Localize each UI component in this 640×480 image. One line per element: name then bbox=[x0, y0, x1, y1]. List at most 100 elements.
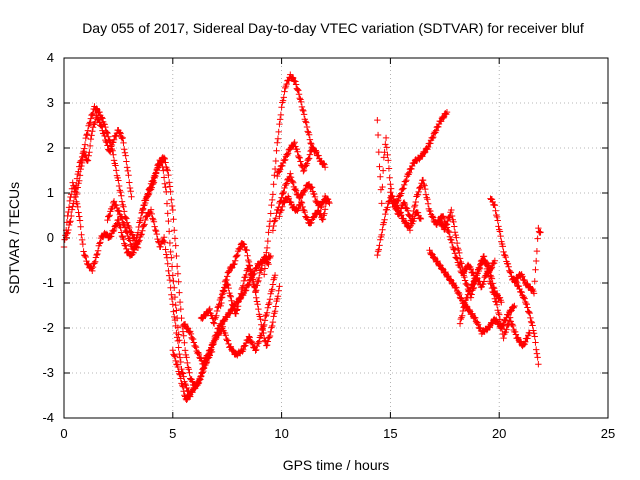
data-point bbox=[534, 354, 541, 361]
data-point bbox=[455, 246, 462, 254]
data-point bbox=[171, 227, 178, 234]
data-point bbox=[118, 198, 126, 205]
series-track-t bbox=[487, 195, 542, 368]
data-point bbox=[105, 213, 113, 220]
data-point bbox=[374, 251, 381, 259]
data-point bbox=[93, 105, 100, 112]
data-point bbox=[253, 265, 260, 272]
data-point bbox=[79, 240, 87, 248]
data-point bbox=[424, 196, 431, 203]
data-point bbox=[122, 214, 129, 221]
data-point bbox=[448, 206, 455, 214]
data-point bbox=[260, 329, 267, 337]
data-point bbox=[292, 78, 299, 85]
data-point bbox=[453, 239, 461, 247]
data-point bbox=[387, 181, 394, 188]
data-point bbox=[515, 282, 522, 290]
data-point bbox=[66, 219, 74, 226]
data-point bbox=[374, 248, 382, 255]
data-point bbox=[151, 223, 158, 230]
data-point bbox=[459, 264, 466, 271]
data-point bbox=[273, 147, 280, 154]
data-point bbox=[74, 203, 81, 211]
data-point bbox=[430, 255, 438, 262]
data-point bbox=[377, 173, 384, 180]
data-point bbox=[451, 250, 459, 257]
data-point bbox=[171, 353, 179, 360]
data-point bbox=[429, 134, 436, 142]
data-point bbox=[281, 88, 288, 95]
data-point bbox=[424, 143, 432, 151]
data-point bbox=[311, 190, 318, 198]
data-point bbox=[530, 330, 538, 337]
data-point bbox=[107, 233, 115, 240]
data-point bbox=[171, 316, 179, 324]
data-point bbox=[390, 195, 397, 203]
data-point bbox=[504, 260, 512, 268]
data-point bbox=[442, 110, 449, 117]
data-point bbox=[172, 301, 179, 309]
data-point bbox=[165, 217, 172, 225]
data-point bbox=[298, 103, 306, 111]
data-point bbox=[306, 136, 314, 143]
data-point bbox=[443, 108, 451, 116]
data-point bbox=[271, 308, 279, 315]
data-point bbox=[150, 173, 158, 181]
data-point bbox=[304, 128, 311, 135]
data-point bbox=[77, 157, 84, 165]
data-point bbox=[255, 339, 262, 347]
data-point bbox=[253, 346, 260, 354]
data-point bbox=[529, 322, 536, 329]
data-point bbox=[220, 317, 227, 324]
data-point bbox=[261, 337, 269, 344]
data-point bbox=[376, 242, 383, 249]
data-point bbox=[506, 268, 514, 276]
data-point bbox=[488, 195, 496, 203]
data-point bbox=[160, 234, 168, 241]
data-point bbox=[263, 244, 271, 252]
data-point bbox=[281, 157, 288, 164]
data-point bbox=[185, 366, 192, 373]
data-point bbox=[186, 329, 193, 336]
data-point bbox=[144, 190, 152, 197]
data-point bbox=[180, 332, 187, 339]
data-point bbox=[83, 156, 90, 163]
data-point bbox=[258, 321, 265, 328]
data-point bbox=[535, 228, 543, 235]
data-point bbox=[299, 106, 306, 114]
data-point bbox=[259, 326, 266, 334]
data-point bbox=[149, 215, 156, 222]
data-point bbox=[227, 293, 235, 300]
data-point bbox=[142, 199, 149, 207]
data-point bbox=[451, 223, 458, 230]
y-axis-label: SDTVAR / TECUs bbox=[6, 182, 22, 294]
data-point bbox=[112, 162, 119, 169]
data-point bbox=[189, 389, 196, 396]
data-point bbox=[279, 203, 286, 210]
data-point bbox=[119, 219, 126, 226]
data-point bbox=[64, 229, 71, 236]
data-point bbox=[132, 244, 140, 251]
data-point bbox=[242, 287, 250, 294]
data-point bbox=[241, 243, 248, 251]
data-point bbox=[306, 151, 314, 158]
data-point bbox=[166, 183, 174, 190]
data-point bbox=[128, 193, 135, 200]
data-point bbox=[478, 260, 485, 267]
data-point bbox=[293, 206, 301, 214]
chart-title: Day 055 of 2017, Sidereal Day-to-day VTE… bbox=[82, 20, 584, 36]
data-point bbox=[412, 198, 419, 206]
data-point bbox=[141, 221, 148, 228]
data-point bbox=[528, 319, 536, 326]
data-point bbox=[255, 277, 262, 285]
data-point bbox=[82, 134, 89, 142]
data-point bbox=[292, 185, 299, 193]
data-point bbox=[494, 217, 501, 224]
data-point bbox=[103, 129, 110, 136]
series-track-q bbox=[387, 176, 505, 306]
data-point bbox=[231, 260, 238, 268]
data-point bbox=[378, 200, 385, 207]
data-point bbox=[386, 174, 393, 181]
data-point bbox=[139, 209, 146, 216]
data-point bbox=[165, 228, 173, 235]
